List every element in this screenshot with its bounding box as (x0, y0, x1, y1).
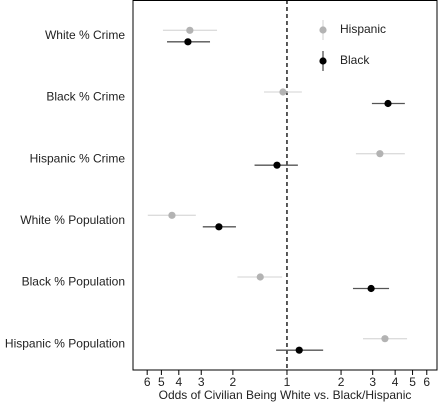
x-tick-label: 3 (369, 375, 376, 389)
x-tick-label: 5 (158, 375, 165, 389)
point (279, 88, 287, 96)
plot-frame (132, 0, 438, 371)
point (367, 284, 375, 293)
y-tick-label: Black % Population (22, 275, 125, 289)
legend-key (319, 57, 327, 65)
point (384, 99, 392, 108)
point (186, 26, 194, 34)
x-axis-label: Odds of Civilian Being White vs. Black/H… (159, 388, 412, 402)
x-tick-label: 1 (284, 375, 291, 389)
legend-label: Hispanic (340, 22, 386, 36)
x-tick-label: 4 (392, 375, 399, 389)
legend-key (319, 26, 327, 34)
x-tick-label: 2 (338, 375, 345, 389)
point (184, 38, 192, 46)
x-tick-label: 3 (198, 375, 205, 389)
x-tick-label: 2 (230, 375, 237, 389)
y-tick-label: White % Crime (45, 28, 125, 42)
point (295, 346, 303, 354)
legend-label: Black (340, 53, 370, 67)
x-tick-label: 4 (175, 375, 182, 389)
x-tick-label: 6 (144, 375, 151, 389)
point (168, 211, 176, 219)
point (215, 223, 223, 231)
point (376, 150, 384, 158)
y-tick-label: Hispanic % Crime (30, 151, 126, 165)
point (256, 273, 264, 281)
point (273, 161, 281, 169)
y-tick-label: Hispanic % Population (5, 336, 125, 350)
x-tick-label: 6 (423, 375, 430, 389)
point (381, 335, 389, 343)
y-tick-label: Black % Crime (46, 90, 125, 104)
x-tick-label: 5 (409, 375, 416, 389)
y-tick-label: White % Population (20, 213, 125, 227)
